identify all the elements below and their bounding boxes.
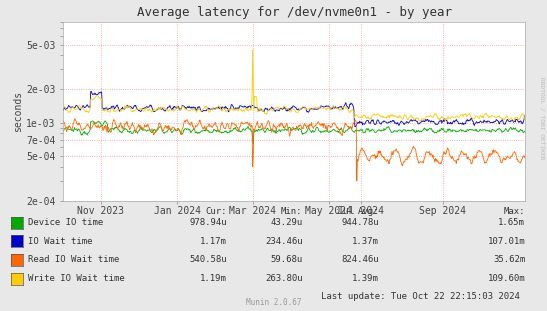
Text: IO Wait time: IO Wait time: [28, 237, 93, 245]
Text: Max:: Max:: [504, 207, 525, 216]
Text: 263.80u: 263.80u: [265, 274, 302, 283]
Text: 234.46u: 234.46u: [265, 237, 302, 245]
Text: Read IO Wait time: Read IO Wait time: [28, 255, 120, 264]
Text: Avg:: Avg:: [358, 207, 379, 216]
Text: Device IO time: Device IO time: [28, 218, 104, 227]
Text: Cur:: Cur:: [206, 207, 227, 216]
Text: 35.62m: 35.62m: [493, 255, 525, 264]
Text: Min:: Min:: [281, 207, 302, 216]
Y-axis label: seconds: seconds: [13, 91, 23, 132]
Text: Munin 2.0.67: Munin 2.0.67: [246, 298, 301, 307]
Text: Last update: Tue Oct 22 22:15:03 2024: Last update: Tue Oct 22 22:15:03 2024: [321, 292, 520, 300]
Text: 1.37m: 1.37m: [352, 237, 379, 245]
Text: 1.19m: 1.19m: [200, 274, 227, 283]
Text: 1.17m: 1.17m: [200, 237, 227, 245]
Text: 944.78u: 944.78u: [341, 218, 379, 227]
Text: 1.65m: 1.65m: [498, 218, 525, 227]
Text: 43.29u: 43.29u: [270, 218, 302, 227]
Text: Write IO Wait time: Write IO Wait time: [28, 274, 125, 283]
Text: 824.46u: 824.46u: [341, 255, 379, 264]
Text: 978.94u: 978.94u: [189, 218, 227, 227]
Title: Average latency for /dev/nvme0n1 - by year: Average latency for /dev/nvme0n1 - by ye…: [137, 6, 451, 19]
Text: 540.58u: 540.58u: [189, 255, 227, 264]
Text: RRDTOOL / TOBI OETIKER: RRDTOOL / TOBI OETIKER: [539, 77, 544, 160]
Text: 109.60m: 109.60m: [487, 274, 525, 283]
Text: 59.68u: 59.68u: [270, 255, 302, 264]
Text: 1.39m: 1.39m: [352, 274, 379, 283]
Text: 107.01m: 107.01m: [487, 237, 525, 245]
